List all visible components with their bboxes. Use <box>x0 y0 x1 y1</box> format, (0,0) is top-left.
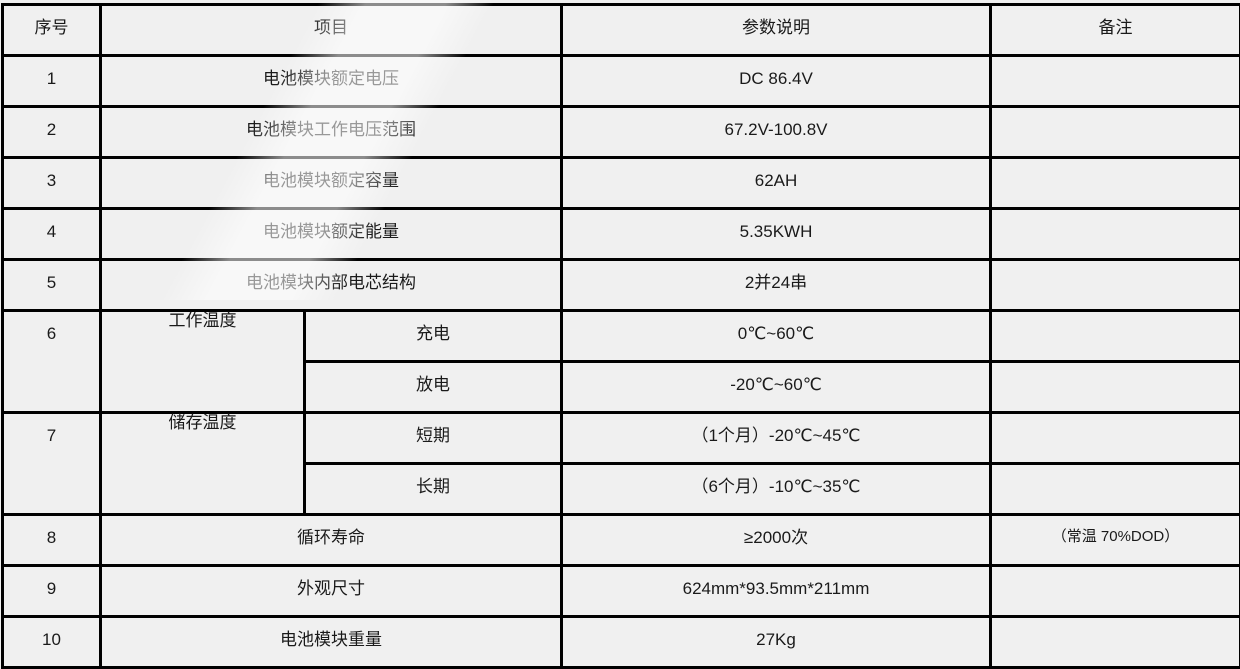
table-row: 6 工作温度 充电 0℃~60℃ <box>3 311 1240 362</box>
cell-param: 5.35KWH <box>562 209 991 260</box>
cell-param: （6个月）-10℃~35℃ <box>562 464 991 515</box>
column-header-note: 备注 <box>991 5 1240 56</box>
table-row: 3 电池模块额定容量 62AH <box>3 158 1240 209</box>
cell-param: 624mm*93.5mm*211mm <box>562 566 991 617</box>
cell-item: 电池模块额定电压 <box>101 56 562 107</box>
cell-note <box>991 362 1240 413</box>
cell-note <box>991 56 1240 107</box>
cell-note <box>991 260 1240 311</box>
column-header-item: 项目 <box>101 5 562 56</box>
cell-note <box>991 566 1240 617</box>
battery-module-spec-table: 序号 项目 参数说明 备注 1 电池模块额定电压 DC 86.4V 2 电池模块… <box>1 3 1240 669</box>
cell-item: 电池模块额定能量 <box>101 209 562 260</box>
table-row: 2 电池模块工作电压范围 67.2V-100.8V <box>3 107 1240 158</box>
cell-index: 6 <box>3 311 101 413</box>
cell-index: 8 <box>3 515 101 566</box>
cell-param: 2并24串 <box>562 260 991 311</box>
cell-item-sub: 放电 <box>305 362 562 413</box>
cell-index: 1 <box>3 56 101 107</box>
cell-item: 循环寿命 <box>101 515 562 566</box>
cell-index: 7 <box>3 413 101 515</box>
table-row: 1 电池模块额定电压 DC 86.4V <box>3 56 1240 107</box>
cell-item-sub: 短期 <box>305 413 562 464</box>
cell-index: 10 <box>3 617 101 668</box>
cell-note: （常温 70%DOD） <box>991 515 1240 566</box>
table-row: 9 外观尺寸 624mm*93.5mm*211mm <box>3 566 1240 617</box>
cell-item: 电池模块内部电芯结构 <box>101 260 562 311</box>
table-row: 7 储存温度 短期 （1个月）-20℃~45℃ <box>3 413 1240 464</box>
cell-item-sub: 长期 <box>305 464 562 515</box>
cell-param: 62AH <box>562 158 991 209</box>
column-header-index: 序号 <box>3 5 101 56</box>
column-header-param: 参数说明 <box>562 5 991 56</box>
cell-param: （1个月）-20℃~45℃ <box>562 413 991 464</box>
cell-param: -20℃~60℃ <box>562 362 991 413</box>
cell-item-sub: 充电 <box>305 311 562 362</box>
cell-index: 3 <box>3 158 101 209</box>
cell-param: 0℃~60℃ <box>562 311 991 362</box>
cell-item: 外观尺寸 <box>101 566 562 617</box>
cell-param: DC 86.4V <box>562 56 991 107</box>
cell-note <box>991 464 1240 515</box>
cell-note <box>991 158 1240 209</box>
cell-index: 4 <box>3 209 101 260</box>
cell-note <box>991 413 1240 464</box>
cell-item-group: 储存温度 <box>101 413 305 515</box>
cell-note <box>991 107 1240 158</box>
cell-item-group: 工作温度 <box>101 311 305 413</box>
cell-note <box>991 311 1240 362</box>
cell-item: 电池模块额定容量 <box>101 158 562 209</box>
table-row: 8 循环寿命 ≥2000次 （常温 70%DOD） <box>3 515 1240 566</box>
cell-note <box>991 617 1240 668</box>
cell-param: ≥2000次 <box>562 515 991 566</box>
cell-index: 5 <box>3 260 101 311</box>
cell-index: 9 <box>3 566 101 617</box>
table-row: 4 电池模块额定能量 5.35KWH <box>3 209 1240 260</box>
cell-item: 电池模块重量 <box>101 617 562 668</box>
table-header-row: 序号 项目 参数说明 备注 <box>3 5 1240 56</box>
cell-param: 27Kg <box>562 617 991 668</box>
cell-item: 电池模块工作电压范围 <box>101 107 562 158</box>
cell-note <box>991 209 1240 260</box>
table-row: 10 电池模块重量 27Kg <box>3 617 1240 668</box>
cell-index: 2 <box>3 107 101 158</box>
cell-param: 67.2V-100.8V <box>562 107 991 158</box>
table-row: 5 电池模块内部电芯结构 2并24串 <box>3 260 1240 311</box>
